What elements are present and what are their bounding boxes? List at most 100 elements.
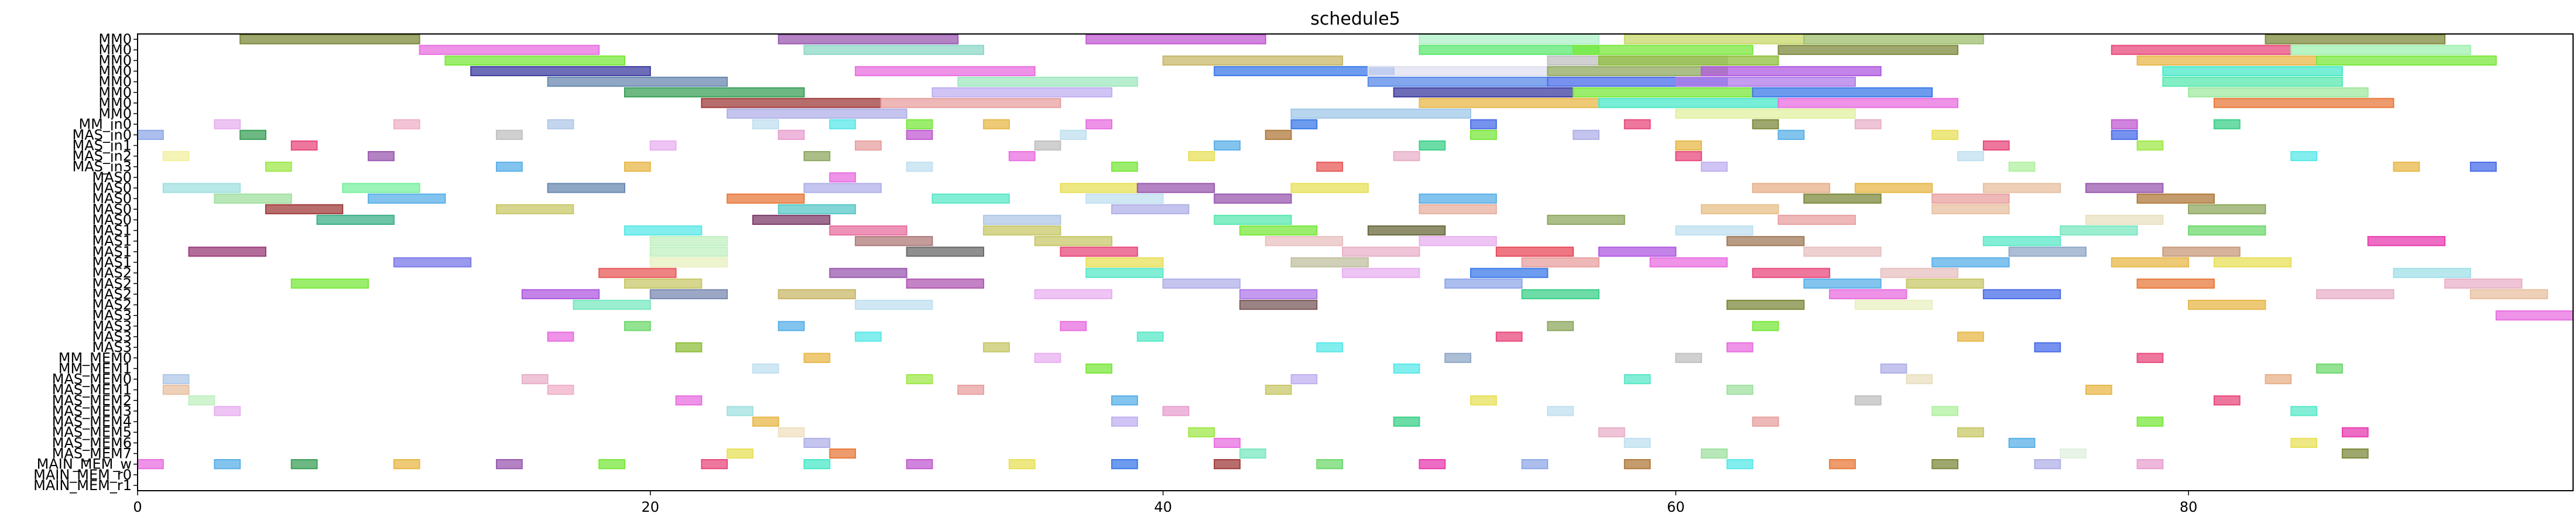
task-bar [983,225,1061,236]
task-bar [547,77,728,87]
task-bar [1085,119,1113,129]
task-bar [1060,321,1087,331]
task-bar [1008,150,1036,162]
task-bar [1470,395,1497,406]
y-tick-label: MM0 [98,31,132,47]
task-bar [1470,119,1497,129]
task-bar [727,193,805,204]
task-bar [1419,140,1446,151]
task-bar [1316,459,1344,470]
task-bar [906,459,933,470]
task-bar [393,257,472,268]
task-bar [1880,363,1907,374]
task-bar [1060,183,1138,193]
task-bar [1803,247,1882,257]
task-bar [2341,427,2369,437]
y-tick-label: MAS_MEM6 [52,434,132,451]
task-bar [547,183,626,193]
task-bar [2136,193,2215,204]
task-bar [1906,374,1933,385]
task-bar [649,247,728,257]
task-bar [777,129,805,140]
task-bar [1829,289,1907,300]
task-bar [1752,268,1831,278]
task-bar [265,162,292,172]
task-bar [1573,129,1599,140]
task-bar [1111,204,1190,214]
task-bar [1803,34,1984,45]
task-bar [2162,66,2343,77]
task-bar [2469,289,2548,300]
task-bar [1214,214,1292,225]
task-bar [444,55,625,66]
y-tick-label: MAS1 [92,244,132,260]
task-bar [1034,289,1113,300]
task-bar [1393,363,1420,374]
task-bar [1111,416,1138,427]
task-bar [1136,183,1215,193]
task-bar [829,172,857,183]
task-bar [2341,448,2369,459]
task-bar [1573,45,1753,55]
y-tick-label: MAS0 [92,169,132,186]
task-bar [906,374,933,385]
task-bar [1342,268,1420,278]
task-bar [855,331,882,342]
task-bar [727,448,753,459]
task-bar [1265,236,1344,247]
task-bar [1239,299,1318,310]
task-bar [2136,353,2164,363]
task-bar [1777,45,1959,55]
task-bar [470,66,651,77]
task-bar [1316,342,1344,353]
task-bar [573,299,651,310]
task-bar [701,98,882,108]
task-bar [1752,321,1779,331]
y-tick-label: MM0 [98,42,132,58]
y-tick-label: MAS3 [92,307,132,324]
task-bar [2162,77,2343,87]
task-bar [1675,150,1703,162]
task-bar [2469,162,2497,172]
task-bar [2188,225,2266,236]
task-bar [290,278,369,289]
task-bar [957,385,985,395]
y-tick-label: MAS1 [92,233,132,249]
task-bar [1162,406,1190,416]
task-bar [496,129,523,140]
task-bar [1623,437,1651,448]
task-bar [752,363,779,374]
task-bar [521,374,549,385]
task-bar [496,162,523,172]
y-tick-label: MAS_in3 [72,159,132,175]
task-bar [1367,77,1549,87]
task-bar [137,129,164,140]
task-bar [931,193,1010,204]
task-bar [393,459,420,470]
task-bar [547,385,574,395]
task-bar [2393,268,2471,278]
task-bar [1188,427,1215,437]
task-bar [855,140,882,151]
task-bar [188,395,215,406]
task-bar [906,162,933,172]
task-bar [1470,268,1549,278]
task-bar [239,34,420,45]
task-bar [2162,247,2241,257]
y-tick-label: MAS_in2 [72,148,132,165]
task-bar [1239,225,1318,236]
task-bar [727,108,907,119]
task-bar [1111,395,1138,406]
task-bar [752,119,779,129]
task-bar [675,395,703,406]
task-bar [2367,236,2446,247]
task-bar [2265,374,2292,385]
task-bar [1290,374,1318,385]
task-bar [1726,342,1753,353]
task-bar [2316,363,2343,374]
task-bar [1162,278,1241,289]
task-bar [931,87,1112,98]
y-tick-label: MM_in0 [78,116,132,132]
task-bar [624,278,703,289]
